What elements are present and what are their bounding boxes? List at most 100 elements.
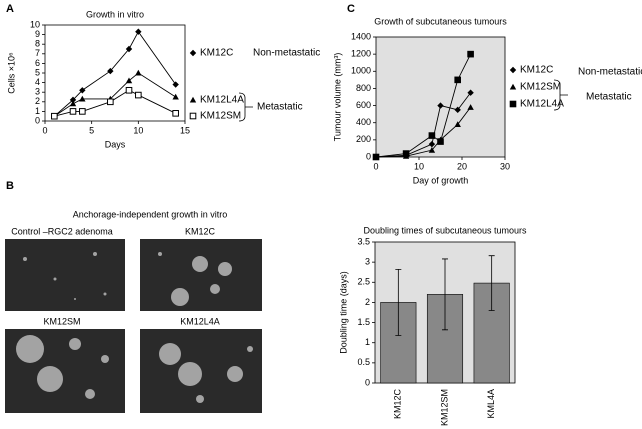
legend-group: Metastatic [586, 92, 632, 103]
photo-colony [74, 298, 76, 300]
x-tick-label: 30 [500, 161, 510, 171]
error-bar [442, 258, 448, 331]
y-tick-label: 0 [366, 151, 371, 161]
marker [69, 96, 77, 104]
y-tick-label: 2 [365, 297, 370, 307]
photo [140, 239, 262, 311]
legend-marker [189, 49, 197, 57]
chart-title: Doubling times of subcutaneous tumours [363, 225, 527, 235]
marker [428, 132, 436, 139]
y-tick-label: 2.5 [357, 277, 370, 287]
marker [51, 112, 58, 120]
photos-title: Anchorage-independent growth in vitro [73, 209, 228, 219]
marker [79, 95, 86, 102]
legend-group: Non-metastatic [578, 67, 642, 78]
photo-label: Control –RGC2 adenoma [11, 226, 113, 236]
y-axis-label: Cells ×10⁶ [6, 52, 16, 94]
y-tick-label: 3 [35, 87, 40, 97]
x-tick-label: 10 [133, 125, 143, 135]
photo-colony [37, 366, 63, 392]
marker [428, 140, 436, 148]
series-line [375, 92, 471, 158]
legend-marker [509, 100, 517, 108]
x-axis-label: Days [105, 139, 126, 149]
marker [454, 106, 461, 114]
y-tick-label: 3 [365, 257, 370, 267]
legend-group: Non-metastatic [253, 48, 320, 59]
x-axis-label: Day of growth [413, 175, 469, 185]
x-tick-label: 10 [414, 161, 424, 171]
y-tick-label: 1200 [351, 49, 371, 59]
marker [69, 100, 77, 107]
legend-bracket [553, 79, 568, 111]
x-tick-label: KM12C [393, 389, 403, 420]
y-tick-label: 1 [35, 106, 40, 116]
marker [428, 146, 436, 153]
marker [372, 153, 380, 161]
legend-bracket [238, 92, 253, 122]
photo-colony [101, 355, 109, 363]
plot-area [44, 24, 186, 122]
y-tick-label: 9 [35, 29, 40, 39]
photo-colony [159, 343, 181, 365]
photo-label: KM12SM [43, 316, 80, 326]
panel-label: A [6, 3, 14, 15]
legend-marker [509, 83, 517, 90]
photo-colony [192, 256, 208, 272]
y-tick-label: 2 [35, 96, 40, 106]
y-axis-label: Tumour volume (mm³) [332, 53, 342, 142]
marker [125, 45, 133, 53]
x-tick-label: 0 [42, 125, 47, 135]
marker [125, 86, 133, 94]
photo-label: KM12C [185, 226, 216, 236]
legend-label: KM12L4A [200, 95, 244, 106]
marker [467, 50, 474, 58]
photo-colony [93, 252, 97, 256]
marker [135, 69, 142, 76]
y-tick-label: 1.5 [357, 317, 370, 327]
x-tick-label: 5 [89, 125, 94, 135]
y-tick-label: 0 [35, 115, 40, 125]
marker [125, 77, 133, 84]
y-tick-label: 0.5 [357, 357, 370, 367]
y-tick-label: 7 [35, 48, 40, 58]
series-line [375, 107, 471, 158]
x-tick-label: 15 [180, 125, 190, 135]
error-bar [395, 268, 402, 336]
y-tick-label: 200 [356, 134, 371, 144]
error-bar [488, 255, 495, 311]
y-tick-label: 3.5 [357, 236, 370, 246]
legend-label: KM12C [200, 48, 233, 59]
legend-marker [189, 112, 197, 120]
y-axis-label: Doubling time (days) [338, 271, 348, 354]
legend-label: KM12L4A [520, 99, 564, 110]
y-tick-label: 0 [365, 377, 370, 387]
y-tick-label: 10 [30, 19, 40, 29]
photo-colony [247, 346, 253, 352]
y-tick-label: 4 [35, 77, 40, 87]
photo-colony [218, 262, 232, 276]
marker [69, 108, 77, 115]
panel-label: C [347, 3, 355, 15]
marker [437, 102, 444, 109]
marker [79, 87, 86, 94]
photo-colony [23, 257, 27, 261]
legend-group: Metastatic [257, 102, 303, 113]
marker [402, 150, 410, 157]
photo-colony [69, 338, 81, 350]
y-tick-label: 600 [356, 100, 371, 110]
legend-marker [189, 96, 197, 103]
legend-label: KM12SM [200, 111, 241, 122]
x-tick-label: KM12SM [439, 389, 449, 426]
y-tick-label: 6 [35, 58, 40, 68]
photo-colony [227, 366, 243, 382]
photo-colony [103, 292, 107, 296]
marker [79, 108, 86, 115]
photo-colony [171, 288, 189, 306]
marker [467, 89, 474, 96]
photo-label: KM12L4A [180, 316, 220, 326]
legend-label: KM12SM [520, 82, 561, 93]
x-tick-label: 0 [373, 161, 378, 171]
photo-colony [16, 335, 44, 363]
